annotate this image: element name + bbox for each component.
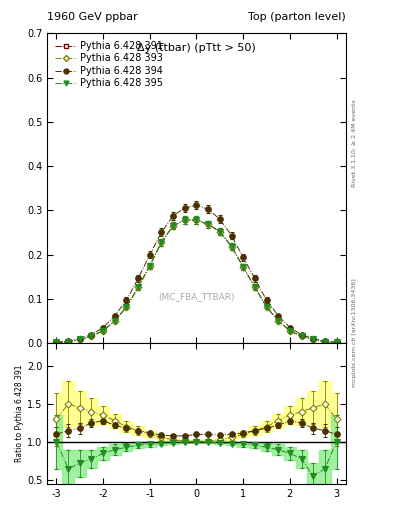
Text: Δy (t̅tbar) (pTtt > 50): Δy (t̅tbar) (pTtt > 50): [137, 42, 256, 53]
Text: (MC_FBA_TTBAR): (MC_FBA_TTBAR): [158, 292, 235, 301]
Legend: Pythia 6.428 391, Pythia 6.428 393, Pythia 6.428 394, Pythia 6.428 395: Pythia 6.428 391, Pythia 6.428 393, Pyth…: [52, 38, 166, 91]
Text: mcplots.cern.ch [arXiv:1306.3436]: mcplots.cern.ch [arXiv:1306.3436]: [352, 279, 357, 387]
Y-axis label: Ratio to Pythia 6.428 391: Ratio to Pythia 6.428 391: [15, 365, 24, 462]
Text: Top (parton level): Top (parton level): [248, 11, 346, 22]
Text: Rivet 3.1.10; ≥ 2.4M events: Rivet 3.1.10; ≥ 2.4M events: [352, 99, 357, 187]
Text: 1960 GeV ppbar: 1960 GeV ppbar: [47, 11, 138, 22]
